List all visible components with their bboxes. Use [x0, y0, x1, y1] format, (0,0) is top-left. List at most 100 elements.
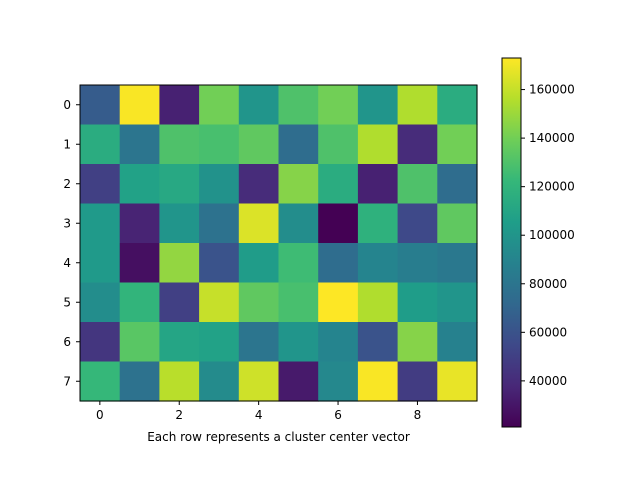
heatmap-cell — [199, 85, 240, 126]
heatmap-cell — [238, 85, 280, 126]
heatmap-cell — [119, 322, 160, 363]
heatmap-cell — [437, 203, 478, 244]
heatmap-cell — [318, 124, 359, 165]
heatmap-cell — [357, 164, 399, 205]
heatmap-cell — [278, 322, 319, 363]
colorbar-tick-label: 60000 — [529, 325, 567, 339]
x-axis: 0 2 4 6 8 — [96, 401, 421, 422]
heatmap-cell — [357, 203, 399, 244]
heatmap-cell — [159, 322, 200, 363]
heatmap-cell — [357, 85, 399, 126]
heatmap-cell — [437, 361, 478, 402]
heatmap-cell — [159, 203, 200, 244]
heatmap-cell — [119, 124, 160, 165]
y-tick-label: 1 — [63, 137, 71, 151]
heatmap-cell — [278, 282, 319, 323]
heatmap-cell — [318, 164, 359, 205]
heatmap-cell — [119, 164, 160, 205]
y-axis: 0 1 2 3 4 5 6 7 — [63, 98, 80, 388]
heatmap-cell — [119, 243, 160, 284]
y-tick-label: 2 — [63, 177, 71, 191]
heatmap-cell — [357, 124, 399, 165]
heatmap-cell — [119, 361, 160, 402]
heatmap-cell — [278, 164, 319, 205]
heatmap-cell — [80, 322, 121, 363]
y-tick-label: 3 — [63, 216, 71, 230]
heatmap-cell — [199, 282, 240, 323]
heatmap-cell — [159, 164, 200, 205]
heatmap-cell — [397, 85, 438, 126]
y-tick-label: 0 — [63, 98, 71, 112]
heatmap-cell — [80, 124, 121, 165]
colorbar — [501, 57, 522, 428]
heatmap-cell — [397, 322, 438, 363]
heatmap-cell — [397, 124, 438, 165]
heatmap-cell — [80, 243, 121, 284]
heatmap-cell — [437, 322, 478, 363]
heatmap-cell — [437, 124, 478, 165]
heatmap-cell — [238, 203, 280, 244]
heatmap-cell — [278, 124, 319, 165]
heatmap-cell — [119, 85, 160, 126]
y-tick-label: 7 — [63, 374, 71, 388]
heatmap-cell — [397, 203, 438, 244]
heatmap-cell — [318, 282, 359, 323]
heatmap-cell — [159, 124, 200, 165]
heatmap-cell — [80, 164, 121, 205]
heatmap-cell — [318, 243, 359, 284]
colorbar-ticks: 40000 60000 80000 100000 120000 140000 160000 — [521, 83, 575, 388]
x-tick-label: 6 — [334, 408, 342, 422]
heatmap-cell — [199, 361, 240, 402]
heatmap-cell — [357, 243, 399, 284]
heatmap-cell — [199, 203, 240, 244]
heatmap-cell — [238, 124, 280, 165]
heatmap-cell — [357, 361, 399, 402]
heatmap-cell — [80, 361, 121, 402]
heatmap-cell — [238, 361, 280, 402]
heatmap-cell — [357, 322, 399, 363]
heatmap-cell — [80, 203, 121, 244]
x-tick-label: 4 — [255, 408, 263, 422]
heatmap-cell — [80, 85, 121, 126]
heatmap-cell — [119, 282, 160, 323]
x-tick-label: 2 — [175, 408, 183, 422]
heatmap-cell — [437, 282, 478, 323]
heatmap-cell — [397, 361, 438, 402]
heatmap-cell — [318, 322, 359, 363]
x-axis-label: Each row represents a cluster center vec… — [147, 430, 410, 444]
y-tick-label: 6 — [63, 335, 71, 349]
heatmap-cell — [119, 203, 160, 244]
heatmap-cell — [199, 124, 240, 165]
heatmap-cell — [159, 282, 200, 323]
heatmap-cell — [238, 282, 280, 323]
heatmap-cell — [397, 164, 438, 205]
heatmap-cell — [318, 85, 359, 126]
heatmap-cell — [159, 85, 200, 126]
heatmap-cell — [199, 243, 240, 284]
heatmap-cell — [238, 322, 280, 363]
colorbar-tick-label: 140000 — [529, 131, 575, 145]
x-tick-label: 8 — [414, 408, 422, 422]
heatmap-cell — [318, 203, 359, 244]
heatmap-cell — [278, 243, 319, 284]
heatmap-cell — [238, 243, 280, 284]
heatmap-cells — [80, 85, 478, 402]
heatmap-cell — [318, 361, 359, 402]
heatmap-cell — [159, 243, 200, 284]
heatmap-cell — [199, 322, 240, 363]
heatmap-cell — [159, 361, 200, 402]
heatmap-cell — [199, 164, 240, 205]
y-tick-label: 5 — [63, 295, 71, 309]
heatmap-cell — [397, 282, 438, 323]
heatmap-cell — [397, 243, 438, 284]
colorbar-tick-label: 120000 — [529, 180, 575, 194]
heatmap-cell — [357, 282, 399, 323]
colorbar-tick-label: 160000 — [529, 83, 575, 97]
heatmap-cell — [80, 282, 121, 323]
colorbar-tick-label: 40000 — [529, 374, 567, 388]
heatmap-cell — [437, 164, 478, 205]
heatmap-cell — [437, 243, 478, 284]
heatmap-cell — [278, 85, 319, 126]
heatmap-cell — [238, 164, 280, 205]
